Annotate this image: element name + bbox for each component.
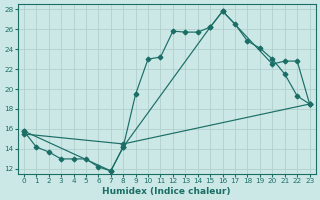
X-axis label: Humidex (Indice chaleur): Humidex (Indice chaleur) [102,187,231,196]
